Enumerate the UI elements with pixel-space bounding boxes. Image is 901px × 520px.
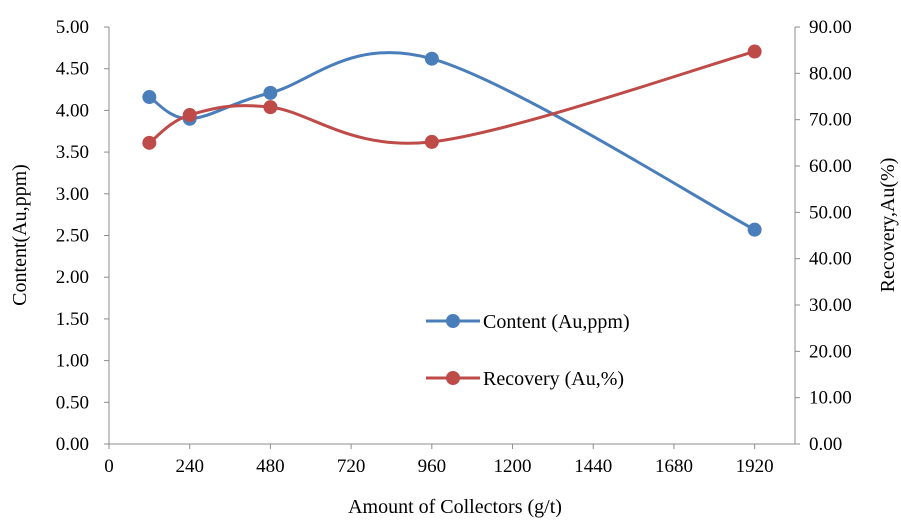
x-tick-label: 720	[337, 456, 366, 477]
y-tick-label-left: 0.50	[56, 392, 89, 413]
y-tick-label-left: 4.50	[56, 59, 89, 80]
x-axis-title: Amount of Collectors (g/t)	[348, 496, 562, 518]
y-tick-label-left: 3.50	[56, 142, 89, 163]
x-tick-label: 960	[418, 456, 447, 477]
y-tick-label-left: 1.50	[56, 309, 89, 330]
data-point	[747, 222, 762, 237]
y-tick-label-right: 50.00	[809, 202, 852, 223]
data-point	[182, 108, 197, 123]
y-tick-label-left: 4.00	[56, 100, 89, 121]
legend-content-label: Content (Au,ppm)	[483, 311, 630, 333]
data-point	[263, 85, 278, 100]
y-tick-label-left: 0.00	[56, 434, 89, 455]
legend-content-swatch-marker	[446, 314, 460, 328]
data-point	[263, 100, 278, 115]
legend-entry-content: Content (Au,ppm)	[426, 311, 630, 333]
y-tick-label-right: 30.00	[809, 295, 852, 316]
x-tick-label: 1440	[574, 456, 612, 477]
data-point	[142, 90, 157, 105]
legend: Content (Au,ppm) Recovery (Au,%)	[426, 311, 630, 390]
y-tick-label-left: 2.00	[56, 267, 89, 288]
y-tick-label-right: 10.00	[809, 388, 852, 409]
data-point	[747, 44, 762, 59]
y-tick-label-left: 3.00	[56, 184, 89, 205]
axes-layer: 0 240 480 720 960 1200 1440 1680 1920 0.00 0.50 1.0…	[56, 17, 852, 477]
data-point	[142, 135, 157, 150]
y-tick-label-right: 70.00	[809, 110, 852, 131]
legend-recovery-swatch-marker	[446, 371, 460, 385]
y-tick-label-left: 5.00	[56, 17, 89, 38]
data-point	[424, 134, 439, 149]
y-tick-label-right: 20.00	[809, 341, 852, 362]
x-tick-label: 0	[104, 456, 114, 477]
x-tick-label: 1920	[736, 456, 774, 477]
legend-recovery-label: Recovery (Au,%)	[483, 368, 624, 390]
y-tick-label-right: 60.00	[809, 156, 852, 177]
series-layer	[142, 44, 762, 237]
x-tick-label: 1200	[494, 456, 532, 477]
data-point	[424, 51, 439, 66]
x-tick-label: 240	[175, 456, 204, 477]
y-tick-label-right: 0.00	[809, 434, 842, 455]
series-recovery	[142, 44, 762, 150]
y-tick-label-right: 40.00	[809, 249, 852, 270]
y-tick-label-left: 2.50	[56, 226, 89, 247]
x-tick-label: 1680	[655, 456, 693, 477]
y-tick-label-left: 1.00	[56, 351, 89, 372]
y-axis-title-right: Recovery,Au(%)	[877, 158, 899, 293]
x-tick-label: 480	[256, 456, 285, 477]
y-tick-label-right: 80.00	[809, 63, 852, 84]
legend-entry-recovery: Recovery (Au,%)	[426, 368, 624, 390]
y-tick-label-right: 90.00	[809, 17, 852, 38]
y-axis-title-left: Content(Au,ppm)	[9, 164, 31, 306]
